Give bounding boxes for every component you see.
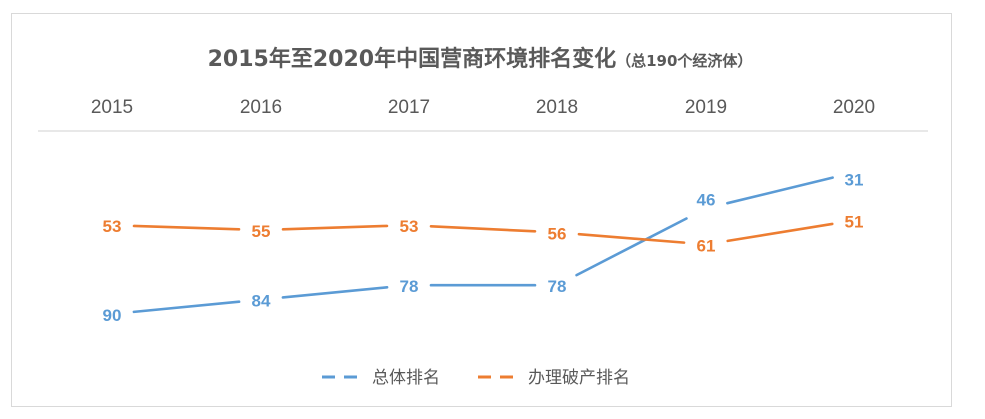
series-line-segment [575,217,688,277]
series-line-segment [726,222,834,243]
data-label: 31 [845,170,864,189]
x-tick-label: 2020 [833,97,875,118]
x-tick-label: 2015 [91,97,133,118]
legend: 总体排名 办理破产排名 [322,368,630,388]
chart-frame [11,13,952,407]
data-label: 84 [252,292,271,311]
data-labels: 90 84 78 78 46 31 53 55 53 56 61 51 [103,170,864,325]
data-label: 90 [103,306,122,325]
chart-title-main: 2015年至2020年中国营商环境排名变化 [208,46,616,72]
series-line-segment [132,224,241,231]
chart-subtitle: （总190个经济体） [616,52,752,70]
data-label: 78 [548,277,567,296]
data-label: 51 [845,212,864,231]
x-tick-label: 2016 [240,97,282,118]
x-tick-label: 2018 [536,97,578,118]
data-label: 56 [548,224,567,243]
legend-label: 办理破产排名 [528,368,630,388]
x-axis-ticks: 2015 2016 2017 2018 2019 2020 [91,97,875,118]
data-label: 55 [252,222,271,241]
series-line-segment [132,300,241,314]
data-label: 78 [400,277,419,296]
data-label: 61 [697,236,716,255]
data-label: 53 [400,217,419,236]
series-lines [132,176,834,314]
x-tick-label: 2017 [388,97,430,118]
series-line-segment [281,286,389,299]
series-line-segment [726,176,834,205]
series-line-segment [281,224,389,231]
series-line-segment [429,224,537,233]
data-label: 46 [697,190,716,209]
x-tick-label: 2019 [685,97,727,118]
data-label: 53 [103,217,122,236]
legend-label: 总体排名 [372,368,440,388]
chart-title: 2015年至2020年中国营商环境排名变化（总190个经济体） [208,46,753,72]
series-line-segment [577,232,686,244]
